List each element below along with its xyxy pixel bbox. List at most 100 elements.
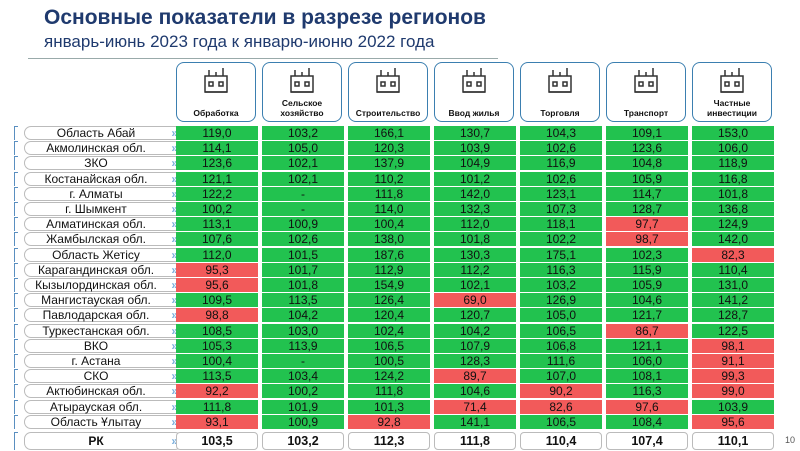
value-cell: 123,1 [520, 187, 602, 201]
value-cell: 112,0 [434, 217, 516, 231]
region-button[interactable]: Область Абай » [24, 126, 182, 140]
column-label: Частные инвестиции [707, 98, 757, 118]
value-cell: 102,1 [434, 278, 516, 292]
region-button[interactable]: Кызылординская обл. » [24, 278, 182, 292]
row-bracket [14, 141, 18, 155]
region-button[interactable]: Павлодарская обл. » [24, 308, 182, 322]
value-cell: 101,8 [692, 187, 774, 201]
region-button[interactable]: Акмолинская обл. » [24, 141, 182, 155]
region-button[interactable]: Костанайская обл. » [24, 172, 182, 186]
row-bracket [14, 354, 18, 368]
value-cell: 112,2 [434, 263, 516, 277]
row-bracket [14, 278, 18, 292]
tractor-icon [263, 66, 341, 96]
value-cell: 115,9 [606, 263, 688, 277]
value-cell: 142,0 [692, 232, 774, 246]
chevron-right-icon: » [171, 354, 178, 368]
region-button[interactable]: г. Астана » [24, 354, 182, 368]
region-button[interactable]: Жамбылская обл. » [24, 232, 182, 246]
region-name: Область Ұлытау [50, 415, 142, 429]
region-button[interactable]: Алматинская обл. » [24, 217, 182, 231]
region-button[interactable]: г. Алматы » [24, 187, 182, 201]
value-cell: 107,6 [176, 232, 258, 246]
value-cell: 121,1 [176, 172, 258, 186]
value-cell: 98,7 [606, 232, 688, 246]
chevron-right-icon: » [171, 232, 178, 246]
chevron-right-icon: » [171, 369, 178, 383]
column-header-4: Ввод жилья [434, 62, 514, 122]
value-cell: 110,4 [520, 432, 602, 450]
value-cell: 95,6 [692, 415, 774, 429]
value-cell: 122,5 [692, 324, 774, 338]
value-cell: 136,8 [692, 202, 774, 216]
value-cell: 108,5 [176, 324, 258, 338]
region-button[interactable]: РК » [24, 432, 182, 450]
value-cell: 120,7 [434, 308, 516, 322]
column-header-5: Торговля [520, 62, 600, 122]
column-label: Обработка [193, 108, 239, 118]
value-cell: 113,1 [176, 217, 258, 231]
value-cell: 111,8 [176, 400, 258, 414]
chevron-right-icon: » [171, 293, 178, 307]
value-cell: 128,3 [434, 354, 516, 368]
chevron-right-icon: » [171, 324, 178, 338]
value-cell: 126,4 [348, 293, 430, 307]
row-bracket [14, 202, 18, 216]
region-button[interactable]: СКО » [24, 369, 182, 383]
value-cell: 102,1 [262, 156, 344, 170]
region-name: Павлодарская обл. [42, 308, 150, 322]
region-button[interactable]: Область Ұлытау » [24, 415, 182, 429]
value-cell: 109,1 [606, 126, 688, 140]
value-cell: 104,8 [606, 156, 688, 170]
value-cell: 104,3 [520, 126, 602, 140]
value-cell: 92,2 [176, 384, 258, 398]
value-cell: 102,1 [262, 172, 344, 186]
value-cell: 106,8 [520, 339, 602, 353]
value-cell: 118,9 [692, 156, 774, 170]
value-cell: 99,3 [692, 369, 774, 383]
value-cell: 105,9 [606, 278, 688, 292]
region-button[interactable]: Атырауская обл. » [24, 400, 182, 414]
value-cell: 111,8 [348, 187, 430, 201]
chevron-right-icon: » [171, 141, 178, 155]
value-cell: 105,9 [606, 172, 688, 186]
region-name: г. Шымкент [65, 202, 127, 216]
region-button[interactable]: Туркестанская обл. » [24, 324, 182, 338]
region-button[interactable]: Карагандинская обл. » [24, 263, 182, 277]
region-button[interactable]: Мангистауская обл. » [24, 293, 182, 307]
value-cell: 103,2 [262, 126, 344, 140]
row-bracket [14, 263, 18, 277]
value-cell: 95,3 [176, 263, 258, 277]
table-row: Мангистауская обл. » 109,5 113,5 126,4 69,0 12… [14, 293, 794, 307]
value-cell: 114,0 [348, 202, 430, 216]
region-button[interactable]: г. Шымкент » [24, 202, 182, 216]
region-button[interactable]: Область Жетісу » [24, 248, 182, 262]
value-cell: 101,3 [348, 400, 430, 414]
page-title: Основные показатели в разрезе регионов [44, 6, 486, 29]
value-cell: 106,0 [606, 354, 688, 368]
row-bracket [14, 324, 18, 338]
region-button[interactable]: ВКО » [24, 339, 182, 353]
value-cell: 108,1 [606, 369, 688, 383]
table-row: ВКО » 105,3 113,9 106,5 107,9 106,8 121,1 98,1 [14, 339, 794, 353]
row-bracket [14, 217, 18, 231]
chevron-right-icon: » [171, 278, 178, 292]
region-button[interactable]: Актюбинская обл. » [24, 384, 182, 398]
row-bracket [14, 384, 18, 398]
truck-icon [607, 66, 685, 96]
chevron-right-icon: » [171, 308, 178, 322]
chevron-right-icon: » [171, 126, 178, 140]
globe-trade-icon [521, 66, 599, 96]
region-button[interactable]: ЗКО » [24, 156, 182, 170]
value-cell: 102,4 [348, 324, 430, 338]
column-header-1: Обработка [176, 62, 256, 122]
region-name: Область Жетісу [52, 248, 140, 262]
value-cell: 116,9 [520, 156, 602, 170]
chevron-right-icon: » [171, 434, 178, 448]
table-row: СКО » 113,5 103,4 124,2 89,7 107,0 108,1 99,3 [14, 369, 794, 383]
value-cell: 102,6 [520, 172, 602, 186]
chevron-right-icon: » [171, 248, 178, 262]
value-cell: 102,6 [520, 141, 602, 155]
value-cell: 90,2 [520, 384, 602, 398]
row-bracket [14, 400, 18, 414]
